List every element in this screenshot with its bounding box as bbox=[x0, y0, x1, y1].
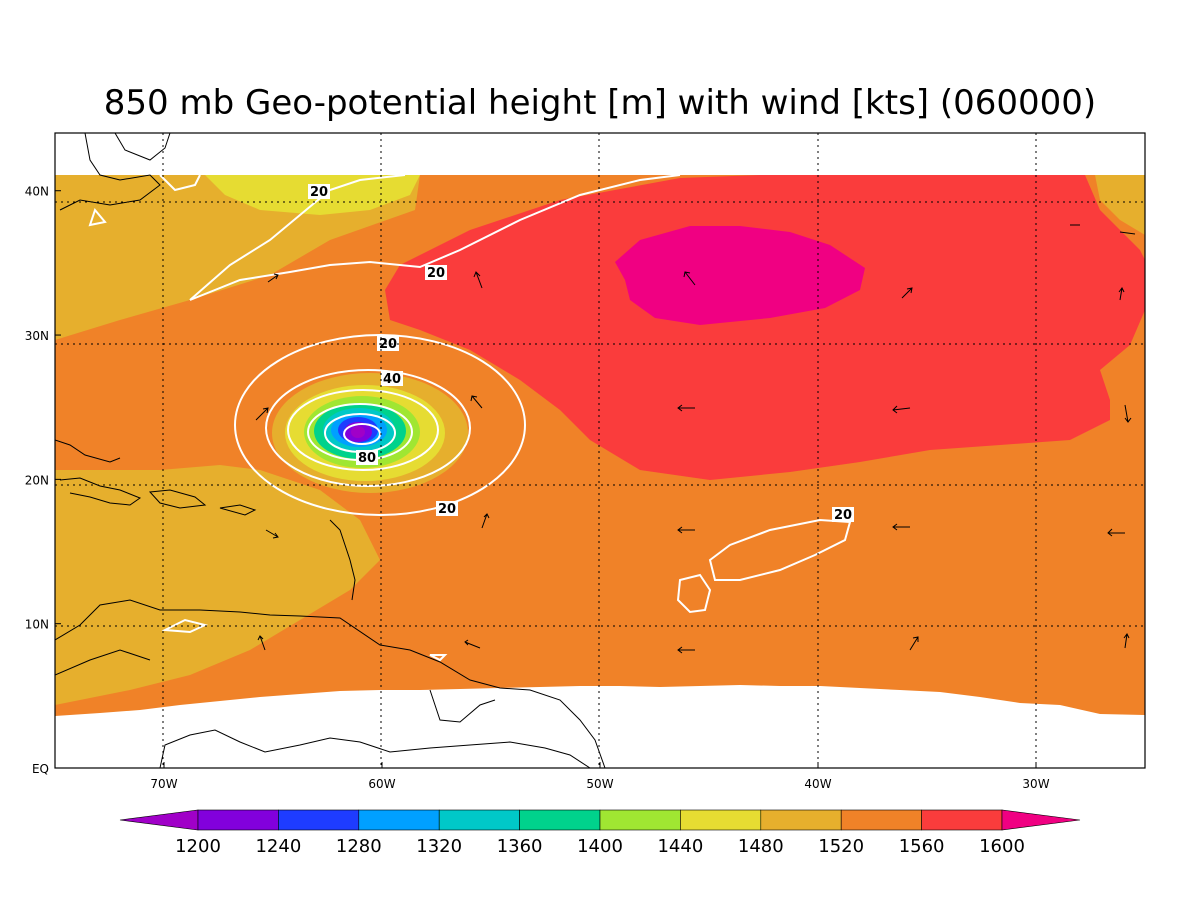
colorbar-swatch bbox=[599, 809, 681, 831]
colorbar-above-arrow bbox=[1001, 809, 1081, 831]
coastlines bbox=[55, 133, 1136, 768]
shade-1480-1520-south bbox=[55, 465, 380, 705]
lon-tick-label: 50W bbox=[586, 777, 613, 791]
lat-tick-label: 10N bbox=[25, 618, 49, 632]
figure-title: 850 mb Geo-potential height [m] with win… bbox=[104, 83, 1096, 123]
colorbar: 1200 1240 1280 1320 1360 1400 1440 1480 1520 1560… bbox=[119, 809, 1081, 857]
svg-text:80: 80 bbox=[358, 451, 376, 466]
colorbar-swatch bbox=[921, 809, 1003, 831]
lon-tick-label: 40W bbox=[804, 777, 831, 791]
svg-text:40: 40 bbox=[383, 372, 401, 387]
colorbar-level-label: 1520 bbox=[818, 836, 864, 857]
colorbar-level-label: 1200 bbox=[175, 836, 221, 857]
colorbar-swatch bbox=[438, 809, 520, 831]
contour-labels: 20 20 20 40 80 20 20 bbox=[308, 184, 854, 523]
colorbar-level-label: 1600 bbox=[979, 836, 1025, 857]
wind-vectors bbox=[255, 271, 1132, 654]
colorbar-swatch bbox=[358, 809, 440, 831]
colorbar-swatch bbox=[197, 809, 279, 831]
colorbar-below-arrow bbox=[119, 809, 199, 831]
lon-tick-label: 30W bbox=[1022, 777, 1049, 791]
svg-text:20: 20 bbox=[438, 502, 456, 517]
latitude-ticks: EQ 10N 20N 30N 40N bbox=[25, 185, 61, 776]
colorbar-swatch bbox=[278, 809, 360, 831]
colorbar-swatch bbox=[840, 809, 922, 831]
svg-text:20: 20 bbox=[379, 337, 397, 352]
colorbar-swatch bbox=[519, 809, 601, 831]
map-grid bbox=[55, 133, 1145, 768]
shade-below-1200-low bbox=[351, 426, 365, 438]
colorbar-level-label: 1560 bbox=[899, 836, 945, 857]
colorbar-level-label: 1400 bbox=[577, 836, 623, 857]
colorbar-level-label: 1360 bbox=[497, 836, 543, 857]
colorbar-level-label: 1440 bbox=[657, 836, 703, 857]
lat-tick-label: 20N bbox=[25, 473, 49, 487]
colorbar-level-label: 1320 bbox=[416, 836, 462, 857]
svg-text:20: 20 bbox=[427, 266, 445, 281]
lat-tick-label: 40N bbox=[25, 185, 49, 199]
colorbar-level-label: 1480 bbox=[738, 836, 784, 857]
svg-text:20: 20 bbox=[310, 185, 328, 200]
lon-tick-label: 70W bbox=[150, 777, 177, 791]
lon-tick-label: 60W bbox=[368, 777, 395, 791]
colorbar-level-label: 1280 bbox=[336, 836, 382, 857]
lat-tick-label: 30N bbox=[25, 329, 49, 343]
shade-1480-1520-west bbox=[55, 175, 420, 340]
colorbar-swatch bbox=[680, 809, 762, 831]
longitude-ticks: 70W 60W 50W 40W 30W bbox=[150, 762, 1050, 791]
lat-tick-label: EQ bbox=[32, 762, 49, 776]
shade-1480-1520-east bbox=[1095, 175, 1145, 235]
shade-1560-1600 bbox=[385, 175, 1145, 480]
colorbar-level-label: 1240 bbox=[255, 836, 301, 857]
map-plot-area: 20 20 20 40 80 20 20 bbox=[55, 133, 1145, 768]
colorbar-swatch bbox=[760, 809, 842, 831]
svg-text:20: 20 bbox=[834, 508, 852, 523]
shade-above-1600 bbox=[615, 226, 865, 325]
